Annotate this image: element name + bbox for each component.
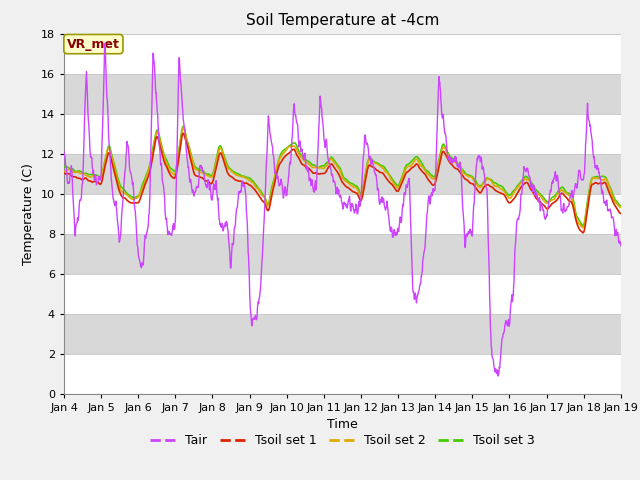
- Tsoil set 1: [617, 211, 625, 216]
- Tsoil set 2: [184, 143, 192, 148]
- Bar: [64, 354, 621, 394]
- Title: Soil Temperature at -4cm: Soil Temperature at -4cm: [246, 13, 439, 28]
- Line: Tsoil set 2: Tsoil set 2: [64, 127, 621, 228]
- Tsoil set 3: [429, 174, 437, 180]
- Tsoil set 3: [170, 168, 178, 174]
- Line: Tsoil set 3: Tsoil set 3: [64, 126, 621, 226]
- Tsoil set 2: [579, 225, 587, 230]
- Tsoil set 2: [551, 195, 559, 201]
- Tair: [552, 168, 559, 174]
- Tsoil set 1: [60, 170, 68, 176]
- Bar: [64, 274, 621, 313]
- Tsoil set 1: [429, 182, 437, 188]
- Tsoil set 3: [60, 164, 68, 169]
- Tsoil set 1: [579, 230, 587, 236]
- Tsoil set 3: [579, 223, 587, 228]
- Tsoil set 2: [180, 124, 188, 130]
- Bar: [64, 234, 621, 274]
- Tsoil set 3: [179, 123, 187, 129]
- Bar: [64, 34, 621, 73]
- Tsoil set 2: [246, 179, 254, 184]
- Tsoil set 1: [170, 175, 178, 181]
- Bar: [64, 154, 621, 193]
- Tsoil set 3: [502, 189, 509, 195]
- Tsoil set 1: [179, 131, 187, 136]
- Tsoil set 2: [60, 169, 68, 175]
- Tsoil set 2: [429, 176, 437, 182]
- Bar: [64, 313, 621, 354]
- Tsoil set 1: [551, 199, 559, 204]
- Legend: Tair, Tsoil set 1, Tsoil set 2, Tsoil set 3: Tair, Tsoil set 1, Tsoil set 2, Tsoil se…: [145, 429, 540, 452]
- Tsoil set 3: [551, 193, 559, 199]
- Tair: [502, 320, 510, 326]
- Tsoil set 1: [184, 146, 192, 152]
- Tair: [617, 243, 625, 249]
- Tair: [60, 149, 68, 155]
- Bar: [64, 193, 621, 234]
- Tsoil set 2: [170, 172, 178, 178]
- Tair: [494, 373, 502, 379]
- Tair: [171, 226, 179, 231]
- Text: VR_met: VR_met: [67, 37, 120, 50]
- Tsoil set 2: [617, 204, 625, 210]
- Tsoil set 3: [246, 176, 254, 181]
- Tsoil set 3: [617, 203, 625, 209]
- Tsoil set 3: [184, 141, 192, 147]
- Tair: [246, 307, 254, 313]
- Bar: [64, 73, 621, 114]
- X-axis label: Time: Time: [327, 418, 358, 431]
- Tair: [101, 40, 109, 46]
- Tsoil set 2: [502, 191, 509, 197]
- Y-axis label: Temperature (C): Temperature (C): [22, 163, 35, 264]
- Tsoil set 1: [246, 182, 254, 188]
- Tair: [184, 165, 192, 170]
- Bar: [64, 114, 621, 154]
- Line: Tair: Tair: [64, 43, 621, 376]
- Tair: [429, 186, 437, 192]
- Line: Tsoil set 1: Tsoil set 1: [64, 133, 621, 233]
- Tsoil set 1: [502, 194, 509, 200]
